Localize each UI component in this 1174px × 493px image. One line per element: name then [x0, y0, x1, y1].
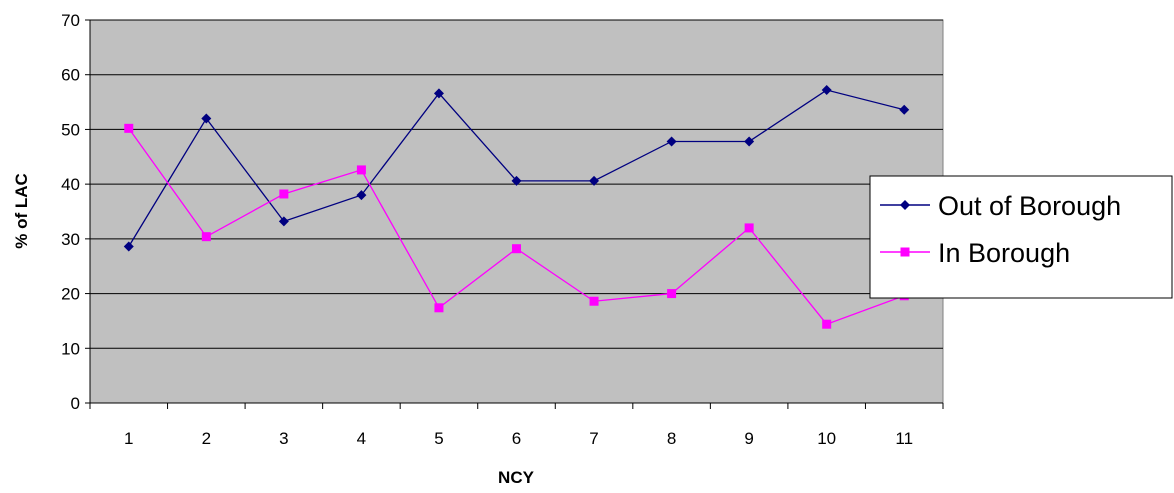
y-tick-label: 50 — [61, 120, 80, 139]
x-tick-label: 10 — [817, 429, 836, 448]
legend-box — [869, 175, 1173, 299]
x-tick-label: 3 — [279, 429, 288, 448]
x-tick-label: 5 — [434, 429, 443, 448]
x-tick-label: 4 — [357, 429, 366, 448]
data-point — [123, 241, 134, 252]
data-point — [744, 136, 755, 147]
data-point — [356, 165, 366, 175]
data-point — [511, 175, 522, 186]
axes — [89, 20, 943, 404]
x-tick-label: 11 — [895, 429, 913, 448]
data-point — [666, 136, 677, 147]
y-tick-label: 60 — [61, 66, 80, 85]
data-point — [822, 319, 832, 329]
data-point — [356, 190, 367, 201]
data-point — [201, 232, 211, 242]
data-point — [589, 296, 599, 306]
x-tick-label: 6 — [512, 429, 521, 448]
legend-label: Out of Borough — [938, 191, 1121, 221]
data-point — [821, 85, 832, 96]
y-tick-label: 20 — [61, 285, 80, 304]
x-axis-ticks: 1 2 3 4 5 6 7 8 9 10 11 — [89, 403, 944, 448]
data-point — [744, 223, 754, 233]
x-tick-label: 8 — [667, 429, 676, 448]
legend-item-0: Out of Borough — [880, 191, 1121, 221]
gridlines — [90, 19, 943, 349]
data-point — [512, 244, 521, 254]
y-tick-label: 70 — [61, 11, 80, 30]
x-tick-label: 9 — [744, 429, 753, 448]
data-point — [278, 216, 289, 227]
y-tick-label: 30 — [61, 230, 80, 249]
series-layer — [123, 85, 910, 329]
data-point — [201, 113, 212, 124]
series-0 — [123, 85, 910, 252]
y-axis-ticks: 0 10 20 30 40 50 60 70 — [61, 11, 90, 413]
data-point — [434, 303, 444, 313]
x-tick-label: 1 — [124, 429, 133, 448]
legend: Out of Borough In Borough — [869, 175, 1173, 299]
data-point — [124, 123, 134, 133]
data-point — [899, 104, 910, 115]
x-axis-title: NCY — [498, 468, 535, 487]
y-tick-label: 40 — [61, 175, 80, 194]
plot-area — [89, 19, 944, 404]
data-point — [433, 88, 444, 99]
data-point — [589, 175, 600, 186]
legend-item-1: In Borough — [880, 238, 1070, 268]
x-tick-label: 7 — [589, 429, 598, 448]
y-tick-label: 0 — [71, 394, 80, 413]
legend-marker — [900, 247, 910, 257]
series-1 — [124, 123, 909, 329]
data-point — [667, 289, 677, 299]
data-point — [279, 189, 289, 199]
x-tick-label: 2 — [202, 429, 211, 448]
y-axis-title: % of LAC — [12, 173, 31, 249]
legend-marker — [900, 200, 910, 210]
legend-label: In Borough — [938, 238, 1070, 268]
y-tick-label: 10 — [61, 339, 80, 358]
